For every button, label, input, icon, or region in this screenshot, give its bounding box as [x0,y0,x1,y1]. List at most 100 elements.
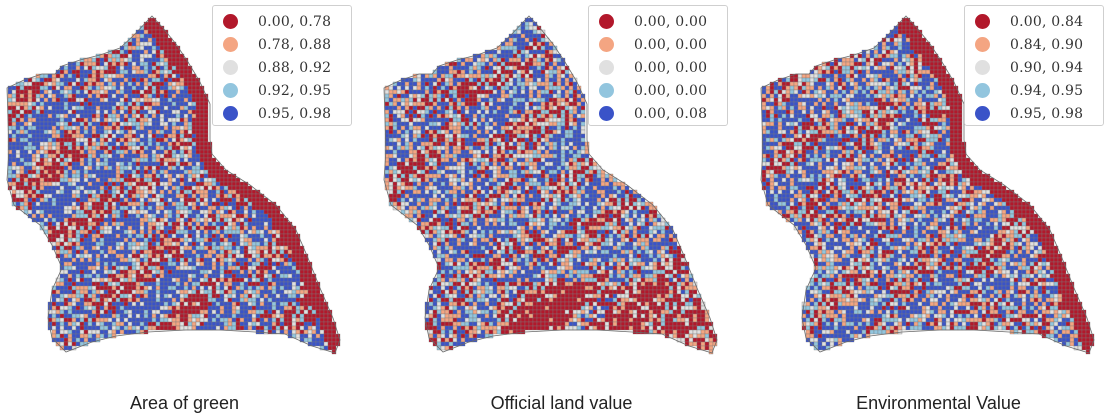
grid-cell [235,269,241,275]
grid-cell [472,65,478,71]
grid-cell [143,101,149,107]
grid-cell [199,317,205,323]
grid-cell [323,313,329,319]
grid-cell [428,77,434,83]
grid-cell [155,261,161,267]
grid-cell [163,169,169,175]
grid-cell [71,137,77,143]
grid-cell [167,313,173,319]
grid-cell [83,117,89,123]
grid-cell [239,313,245,319]
grid-cell [123,53,129,59]
grid-cell [75,197,81,203]
grid-cell [87,245,93,251]
grid-cell [99,277,105,283]
grid-cell [55,309,61,315]
grid-cell [79,177,85,183]
grid-cell [303,293,309,299]
grid-cell [59,141,65,147]
grid-cell [243,209,249,215]
grid-cell [476,101,482,107]
grid-cell [127,93,133,99]
grid-cell [251,289,257,295]
grid-cell [460,101,466,107]
grid-cell [55,137,61,143]
grid-cell [283,233,289,239]
grid-cell [59,253,65,259]
grid-cell [275,321,281,327]
grid-cell [452,101,458,107]
grid-cell [87,109,93,115]
grid-cell [211,205,217,211]
grid-cell [67,229,73,235]
grid-cell [428,89,434,95]
grid-cell [191,325,197,331]
grid-cell [23,205,29,211]
grid-cell [67,261,73,267]
grid-cell [203,241,209,247]
grid-cell [239,221,245,227]
grid-cell [183,309,189,315]
grid-cell [147,233,153,239]
grid-cell [424,89,430,95]
grid-cell [155,121,161,127]
grid-cell [55,141,61,147]
grid-cell [432,73,438,79]
grid-cell [179,149,185,155]
grid-cell [171,233,177,239]
grid-cell [392,105,398,111]
grid-cell [311,277,317,283]
grid-cell [191,257,197,263]
grid-cell [311,317,317,323]
grid-cell [187,317,193,323]
grid-cell [167,221,173,227]
grid-cell [75,289,81,295]
grid-cell [195,309,201,315]
grid-cell [95,153,101,159]
grid-cell [7,113,13,119]
grid-cell [103,133,109,139]
grid-cell [111,153,117,159]
grid-cell [63,321,69,327]
grid-cell [35,81,41,87]
grid-cell [480,121,486,127]
grid-cell [123,293,129,299]
grid-cell [187,105,193,111]
grid-cell [392,85,398,91]
grid-cell [508,49,514,55]
grid-cell [135,129,141,135]
grid-cell [59,161,65,167]
grid-cell [524,109,530,115]
grid-cell [275,297,281,303]
grid-cell [99,285,105,291]
grid-cell [504,121,510,127]
grid-cell [139,57,145,63]
grid-cell [235,265,241,271]
grid-cell [79,285,85,291]
grid-cell [107,217,113,223]
grid-cell [540,49,546,55]
grid-cell [540,73,546,79]
grid-cell [504,77,510,83]
grid-cell [516,69,522,75]
grid-cell [67,113,73,119]
grid-cell [231,197,237,203]
grid-cell [71,209,77,215]
grid-cell [103,109,109,115]
grid-cell [323,333,329,339]
grid-cell [115,309,121,315]
grid-cell [440,109,446,115]
grid-cell [231,225,237,231]
grid-cell [484,97,490,103]
grid-cell [163,125,169,131]
grid-cell [400,121,406,127]
grid-cell [67,293,73,299]
grid-cell [159,189,165,195]
grid-cell [532,53,538,59]
grid-cell [267,277,273,283]
grid-cell [55,281,61,287]
grid-cell [468,121,474,127]
grid-cell [416,105,422,111]
grid-cell [223,273,229,279]
grid-cell [99,169,105,175]
